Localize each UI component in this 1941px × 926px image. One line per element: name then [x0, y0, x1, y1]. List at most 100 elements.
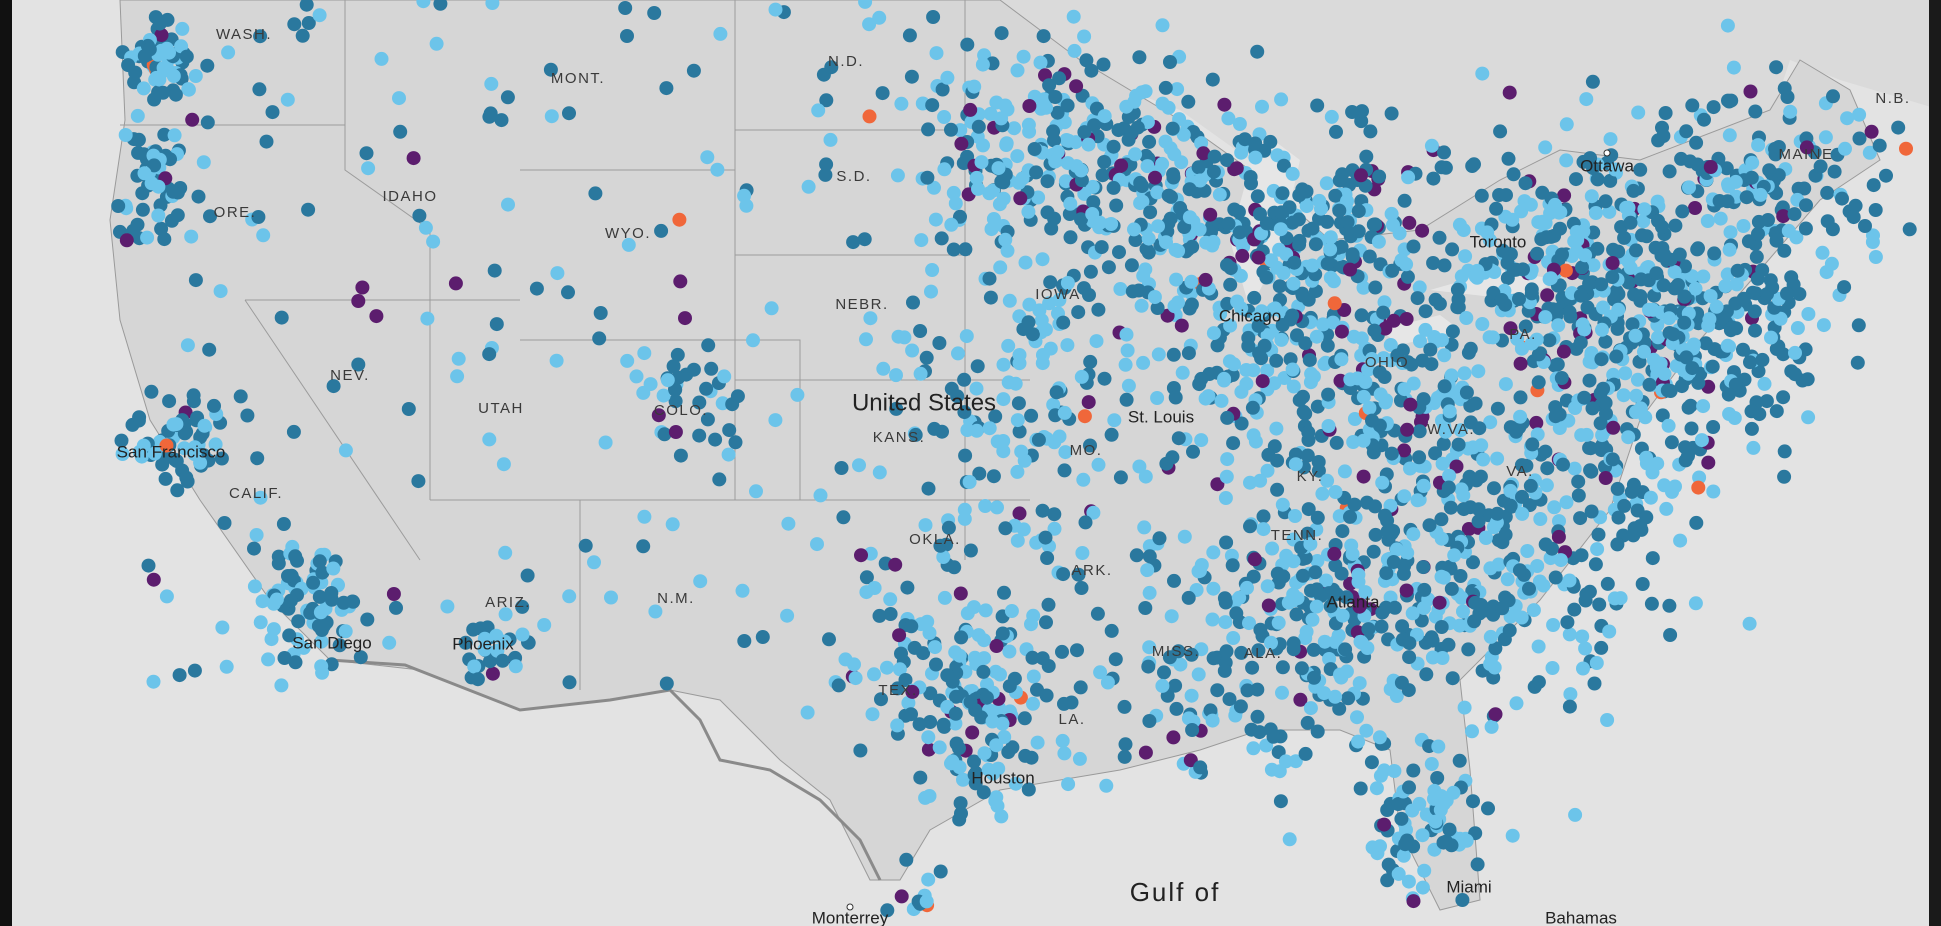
- marker: [997, 585, 1011, 600]
- marker: [1128, 233, 1143, 247]
- marker: [1350, 710, 1364, 725]
- marker: [1633, 401, 1648, 416]
- marker: [1328, 485, 1343, 499]
- marker: [1451, 300, 1466, 315]
- marker: [995, 626, 1010, 641]
- marker: [948, 196, 963, 211]
- marker: [1437, 379, 1452, 394]
- marker: [1222, 692, 1237, 707]
- marker: [1428, 814, 1443, 829]
- marker: [659, 676, 674, 691]
- marker: [929, 657, 943, 672]
- marker: [969, 381, 984, 396]
- marker: [948, 706, 963, 721]
- marker: [1206, 545, 1221, 560]
- marker: [1463, 341, 1478, 356]
- marker: [1273, 794, 1288, 809]
- marker: [482, 432, 497, 447]
- marker: [1021, 315, 1036, 330]
- marker: [1001, 338, 1016, 353]
- marker: [1010, 413, 1025, 428]
- marker: [1083, 354, 1098, 369]
- marker: [1788, 345, 1802, 360]
- marker: [730, 389, 745, 404]
- marker: [1057, 746, 1072, 761]
- marker: [890, 681, 905, 696]
- marker: [1276, 158, 1291, 173]
- marker: [361, 161, 376, 176]
- marker: [1240, 683, 1255, 698]
- marker: [1329, 124, 1343, 139]
- marker: [1494, 293, 1509, 307]
- marker: [1530, 246, 1545, 261]
- marker: [1300, 715, 1315, 730]
- marker: [158, 471, 173, 486]
- marker: [894, 646, 908, 661]
- marker: [1286, 379, 1301, 394]
- marker: [710, 162, 725, 177]
- marker: [1688, 596, 1703, 611]
- marker: [1728, 174, 1743, 189]
- marker: [1113, 470, 1128, 485]
- marker: [1351, 204, 1366, 219]
- marker: [1113, 282, 1128, 296]
- marker: [186, 394, 201, 409]
- marker: [326, 379, 341, 394]
- marker: [1522, 581, 1536, 596]
- marker: [184, 229, 199, 244]
- marker: [764, 301, 779, 316]
- marker: [700, 412, 715, 427]
- marker: [1354, 331, 1369, 346]
- marker: [1130, 120, 1145, 135]
- marker: [953, 796, 968, 811]
- marker: [1417, 582, 1432, 597]
- marker: [1436, 436, 1451, 451]
- marker: [1309, 599, 1324, 614]
- marker: [351, 357, 366, 372]
- marker: [312, 8, 327, 23]
- marker: [1410, 493, 1425, 508]
- marker: [1728, 296, 1743, 311]
- marker: [166, 184, 181, 199]
- marker: [933, 864, 948, 879]
- state-label: MONT.: [551, 70, 605, 87]
- marker: [790, 387, 805, 402]
- marker: [1279, 548, 1294, 563]
- marker: [1547, 500, 1562, 515]
- marker: [1395, 619, 1410, 634]
- marker: [1747, 304, 1762, 319]
- marker: [863, 311, 878, 326]
- marker: [1106, 139, 1121, 154]
- marker: [1269, 421, 1284, 436]
- marker: [1499, 188, 1513, 203]
- marker: [867, 667, 881, 682]
- marker: [1013, 191, 1028, 206]
- marker: [1042, 78, 1057, 93]
- marker: [998, 98, 1013, 113]
- marker: [1082, 288, 1096, 302]
- marker: [1246, 569, 1261, 584]
- marker: [1402, 650, 1417, 665]
- marker: [1024, 408, 1039, 423]
- marker: [1576, 661, 1590, 676]
- marker: [1466, 794, 1480, 809]
- marker: [1777, 469, 1792, 484]
- marker: [1459, 833, 1474, 848]
- marker: [1061, 133, 1076, 148]
- marker: [1290, 591, 1305, 606]
- marker: [1674, 151, 1689, 166]
- marker: [1361, 362, 1376, 377]
- left-edge: [0, 0, 12, 926]
- marker: [928, 640, 942, 655]
- marker: [1739, 190, 1754, 205]
- marker: [1255, 374, 1270, 389]
- marker: [1826, 89, 1840, 104]
- marker: [1406, 527, 1421, 542]
- marker: [1076, 472, 1091, 487]
- marker: [115, 447, 130, 461]
- marker: [1636, 214, 1651, 229]
- marker: [959, 329, 974, 344]
- marker: [250, 451, 265, 466]
- marker: [1288, 509, 1302, 523]
- marker: [1230, 294, 1245, 309]
